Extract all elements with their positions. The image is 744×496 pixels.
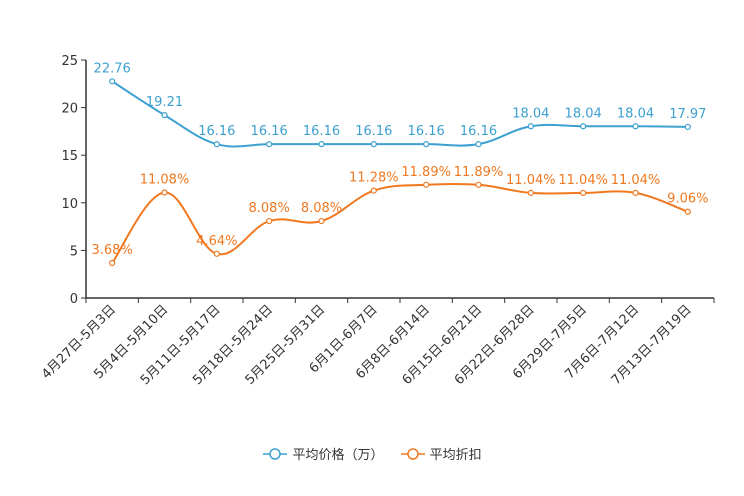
- data-label: 18.04: [565, 106, 602, 121]
- data-point[interactable]: [527, 189, 534, 196]
- data-label: 11.08%: [140, 173, 190, 188]
- data-point[interactable]: [266, 141, 273, 148]
- data-point[interactable]: [370, 141, 377, 148]
- chart-legend: 平均价格（万） 平均折扣: [0, 444, 744, 463]
- data-point[interactable]: [527, 123, 534, 130]
- series-1: 22.76 19.21 16.16 16.16 16.16 16.16 16.16 16.16…: [94, 61, 706, 148]
- y-tick-label: 0: [70, 292, 78, 307]
- y-tick-label: 20: [61, 102, 78, 117]
- data-point[interactable]: [475, 181, 482, 188]
- data-point[interactable]: [632, 189, 639, 196]
- data-point[interactable]: [161, 189, 168, 196]
- data-point[interactable]: [580, 123, 587, 130]
- data-label: 11.04%: [558, 173, 608, 188]
- data-label: 4.64%: [196, 234, 237, 249]
- y-axis: 0 5 10 15 20 25: [61, 54, 87, 307]
- data-point[interactable]: [580, 189, 587, 196]
- legend-item[interactable]: 平均价格（万）: [262, 444, 384, 463]
- data-point[interactable]: [370, 187, 377, 194]
- data-label: 8.08%: [249, 201, 290, 216]
- data-point[interactable]: [475, 141, 482, 148]
- data-label: 16.16: [198, 124, 235, 139]
- data-label: 16.16: [460, 124, 497, 139]
- legend-item[interactable]: 平均折扣: [400, 444, 482, 463]
- data-point[interactable]: [423, 141, 430, 148]
- series-2: 3.68%11.08%4.64%8.08% 8.08%11.28% 11.89% 11…: [92, 165, 708, 267]
- data-point[interactable]: [632, 123, 639, 130]
- data-point[interactable]: [109, 78, 116, 85]
- data-point[interactable]: [318, 217, 325, 225]
- y-tick-label: 5: [70, 244, 78, 259]
- data-label: 3.68%: [92, 243, 133, 258]
- legend-label: 平均折扣: [425, 448, 482, 463]
- data-point[interactable]: [109, 259, 116, 267]
- data-label: 18.04: [617, 106, 654, 121]
- data-label: 22.76: [94, 61, 131, 76]
- series-line: [111, 80, 688, 148]
- data-label: 16.16: [303, 124, 340, 139]
- data-label: 11.04%: [506, 173, 556, 188]
- data-label: 18.04: [512, 106, 549, 121]
- legend-marker-icon: [263, 447, 288, 460]
- data-label: 16.16: [408, 124, 445, 139]
- data-point[interactable]: [318, 141, 325, 148]
- data-point[interactable]: [266, 217, 273, 225]
- data-label: 17.97: [669, 107, 706, 122]
- data-label: 16.16: [355, 124, 392, 139]
- data-label: 11.04%: [611, 173, 661, 188]
- data-point[interactable]: [213, 250, 220, 257]
- data-point[interactable]: [684, 123, 691, 131]
- data-label: 11.28%: [349, 171, 399, 186]
- data-label: 8.08%: [301, 201, 342, 216]
- data-point[interactable]: [684, 208, 691, 215]
- series-layer: 22.76 19.21 16.16 16.16 16.16 16.16 16.16 16.16…: [92, 61, 708, 267]
- data-label: 11.89%: [401, 165, 451, 180]
- y-tick-label: 10: [61, 197, 78, 212]
- y-tick-label: 15: [61, 149, 78, 164]
- data-label: 19.21: [146, 95, 183, 110]
- data-label: 16.16: [251, 124, 288, 139]
- legend-label: 平均价格（万）: [288, 448, 384, 463]
- data-point[interactable]: [423, 181, 430, 188]
- legend-marker-icon: [400, 447, 425, 460]
- data-point[interactable]: [161, 112, 168, 119]
- y-tick-label: 25: [61, 54, 78, 69]
- x-axis: 4月27日-5月3日5月4日-5月10日5月11日-5月17日5月18日-5月2…: [39, 297, 715, 388]
- data-point[interactable]: [213, 141, 220, 148]
- data-label: 9.06%: [667, 192, 708, 207]
- series-line: [111, 182, 689, 264]
- data-label: 11.89%: [454, 165, 504, 180]
